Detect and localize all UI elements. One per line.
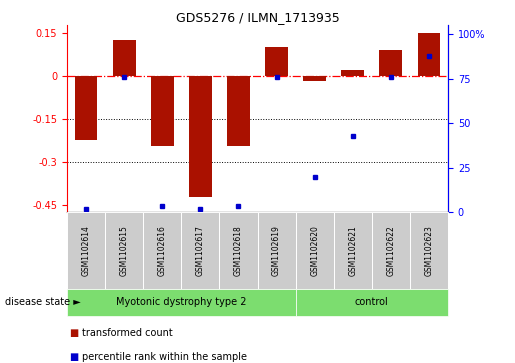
Text: GSM1102614: GSM1102614 <box>81 225 91 276</box>
Text: GSM1102616: GSM1102616 <box>158 225 167 276</box>
Text: ■: ■ <box>70 352 79 362</box>
Bar <box>113 40 135 76</box>
Text: GSM1102617: GSM1102617 <box>196 225 205 276</box>
Text: GSM1102623: GSM1102623 <box>424 225 434 276</box>
Bar <box>303 76 326 81</box>
Text: GSM1102620: GSM1102620 <box>310 225 319 276</box>
Text: control: control <box>355 297 389 307</box>
Text: GSM1102618: GSM1102618 <box>234 225 243 276</box>
Bar <box>227 76 250 146</box>
Bar <box>151 76 174 146</box>
Text: GSM1102619: GSM1102619 <box>272 225 281 276</box>
Bar <box>418 33 440 76</box>
Bar <box>75 76 97 140</box>
Text: disease state ►: disease state ► <box>5 297 81 307</box>
Text: GSM1102621: GSM1102621 <box>348 225 357 276</box>
Title: GDS5276 / ILMN_1713935: GDS5276 / ILMN_1713935 <box>176 11 339 24</box>
Bar <box>341 70 364 76</box>
Text: transformed count: transformed count <box>82 328 173 338</box>
Text: GSM1102622: GSM1102622 <box>386 225 396 276</box>
Bar <box>380 50 402 76</box>
Bar <box>265 47 288 76</box>
Text: ■: ■ <box>70 328 79 338</box>
Text: Myotonic dystrophy type 2: Myotonic dystrophy type 2 <box>116 297 247 307</box>
Bar <box>189 76 212 196</box>
Text: GSM1102615: GSM1102615 <box>119 225 129 276</box>
Text: percentile rank within the sample: percentile rank within the sample <box>82 352 247 362</box>
